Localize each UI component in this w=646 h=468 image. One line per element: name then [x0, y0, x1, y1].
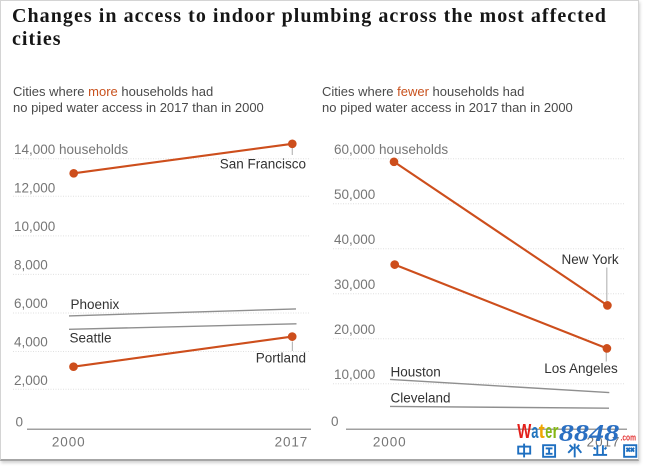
svg-text:Phoenix: Phoenix: [71, 297, 120, 312]
svg-text:e: e: [545, 421, 552, 443]
svg-text:2017: 2017: [275, 435, 309, 450]
svg-text:30,000: 30,000: [334, 277, 375, 292]
svg-text:12,000: 12,000: [14, 180, 55, 195]
svg-text:40,000: 40,000: [334, 232, 375, 247]
svg-text:20,000: 20,000: [334, 322, 375, 337]
svg-text:Seattle: Seattle: [70, 331, 112, 346]
svg-text:Cleveland: Cleveland: [391, 391, 451, 406]
svg-text:2,000: 2,000: [14, 373, 48, 388]
svg-text:New York: New York: [562, 252, 619, 267]
svg-text:10,000: 10,000: [334, 367, 375, 382]
svg-text:Houston: Houston: [391, 364, 441, 379]
svg-text:6,000: 6,000: [14, 296, 48, 311]
svg-text:W: W: [517, 421, 531, 443]
svg-text:50,000: 50,000: [334, 187, 375, 202]
svg-text:14,000 households: 14,000 households: [14, 142, 128, 157]
svg-text:Portland: Portland: [256, 351, 306, 366]
svg-text:0: 0: [16, 414, 24, 429]
svg-text:San Francisco: San Francisco: [220, 156, 306, 171]
svg-text:2000: 2000: [373, 435, 407, 450]
svg-text:a: a: [531, 421, 539, 443]
svg-text:8,000: 8,000: [14, 258, 48, 273]
svg-text:t: t: [539, 421, 545, 443]
svg-text:4,000: 4,000: [14, 335, 48, 350]
svg-text:60,000 households: 60,000 households: [334, 142, 448, 157]
svg-text:.com: .com: [621, 432, 637, 442]
svg-text:Los Angeles: Los Angeles: [544, 361, 618, 376]
svg-text:2017: 2017: [587, 435, 621, 450]
svg-text:8848: 8848: [559, 421, 620, 447]
svg-text:2000: 2000: [52, 435, 86, 450]
svg-text:10,000: 10,000: [14, 219, 55, 234]
svg-text:0: 0: [331, 414, 339, 429]
svg-text:r: r: [553, 421, 559, 443]
